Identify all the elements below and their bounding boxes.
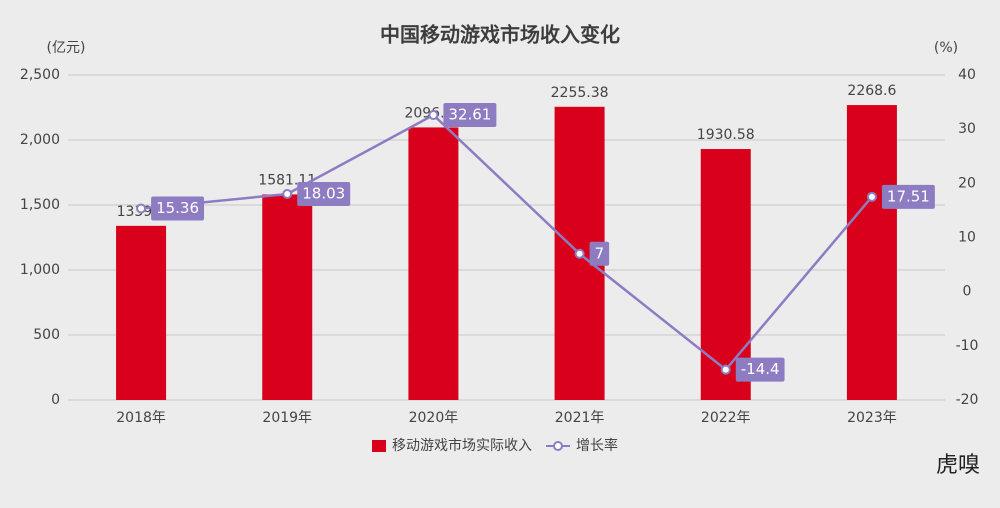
x-tick-label: 2021年	[555, 410, 605, 426]
label-box	[297, 182, 351, 207]
line-marker	[720, 364, 731, 375]
line-value-label-box: 18.03	[297, 182, 351, 207]
legend-label: 移动游戏市场实际收入	[392, 437, 532, 454]
line-value-label: 32.61	[448, 106, 491, 124]
x-tick-label: 2023年	[847, 410, 897, 426]
line-marker	[282, 189, 293, 200]
x-tick-label: 2019年	[262, 410, 312, 426]
x-tick-label: 2022年	[701, 410, 751, 426]
line-value-label-box: 15.36	[151, 196, 205, 221]
line-value-label-box: -14.4	[735, 357, 785, 382]
bar	[262, 194, 313, 400]
y-unit: (亿元)	[47, 40, 86, 56]
line-value-label: 15.36	[156, 199, 199, 217]
line-value-label-box: 32.61	[443, 103, 497, 128]
chart-title: 中国移动游戏市场收入变化	[380, 23, 620, 47]
y2-tick-label: -20	[956, 392, 979, 408]
watermark: 虎嗅	[936, 453, 980, 478]
line-marker	[866, 191, 877, 202]
line-value-label: 7	[595, 244, 605, 262]
x-tick-label: 2020年	[409, 410, 459, 426]
legend-label: 增长率	[576, 437, 618, 454]
y-tick-label: 500	[33, 327, 60, 343]
label-box	[735, 357, 785, 382]
bar-value-label: 2255.38	[551, 85, 609, 101]
line-value-label: 17.51	[887, 187, 930, 205]
bar-value-label: 1930.58	[697, 127, 755, 143]
y2-tick-label: 0	[963, 284, 972, 300]
y-tick-label: 2,500	[20, 67, 60, 83]
legend-swatch	[372, 440, 386, 452]
line-value-label: -14.4	[741, 360, 780, 378]
bar	[116, 225, 167, 400]
y2-tick-label: 10	[958, 230, 976, 246]
y-tick-label: 1,000	[20, 262, 60, 278]
legend-swatch-marker	[553, 441, 563, 451]
y2-unit: (%)	[934, 40, 958, 56]
label-box	[443, 103, 497, 128]
y2-tick-label: -10	[956, 338, 979, 354]
bar	[408, 127, 459, 400]
bar	[846, 105, 897, 400]
label-box	[151, 196, 205, 221]
line	[140, 113, 873, 372]
line-value-label: 18.03	[302, 185, 345, 203]
y2-tick-label: 40	[958, 67, 976, 83]
y-tick-label: 2,000	[20, 132, 60, 148]
y-tick-label: 1,500	[20, 197, 60, 213]
line-value-label-box: 7	[589, 241, 610, 266]
bar-value-label: 2268.6	[847, 83, 896, 99]
line-marker	[574, 248, 585, 259]
label-box	[881, 184, 935, 209]
y-tick-label: 0	[51, 392, 60, 408]
line-value-label-box: 17.51	[881, 184, 935, 209]
line-marker	[428, 110, 439, 121]
label-box	[589, 241, 610, 266]
line-marker	[136, 203, 147, 214]
y2-tick-label: 20	[958, 175, 976, 191]
y2-tick-label: 30	[958, 121, 976, 137]
x-tick-label: 2018年	[116, 410, 166, 426]
